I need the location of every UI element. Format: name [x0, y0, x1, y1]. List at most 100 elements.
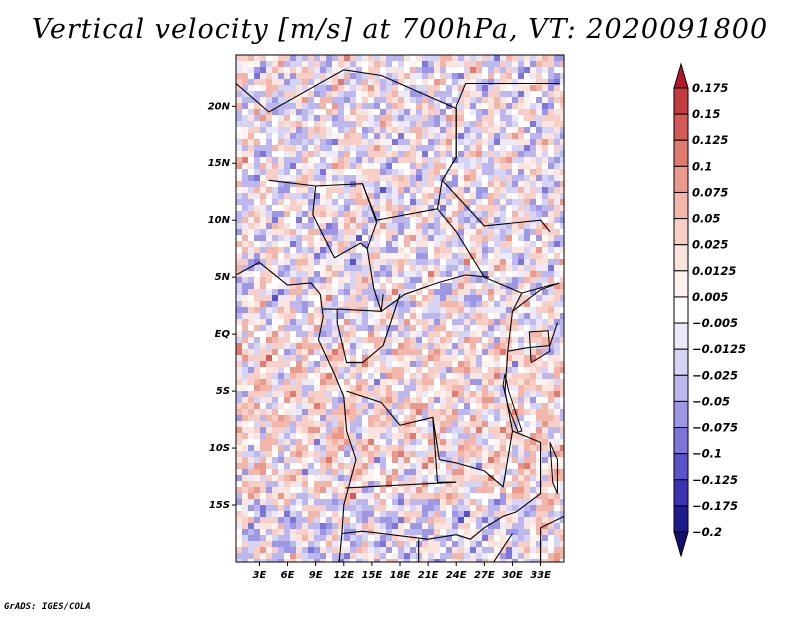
field-cell: [542, 157, 549, 164]
field-cell: [458, 541, 465, 548]
field-cell: [386, 373, 393, 380]
field-cell: [332, 361, 339, 368]
field-cell: [494, 379, 501, 386]
field-cell: [554, 313, 561, 320]
field-cell: [266, 475, 273, 482]
field-cell: [356, 421, 363, 428]
field-cell: [458, 553, 465, 560]
field-cell: [398, 289, 405, 296]
field-cell: [488, 133, 495, 140]
field-cell: [332, 199, 339, 206]
field-cell: [308, 517, 315, 524]
field-cell: [386, 241, 393, 248]
field-cell: [524, 391, 531, 398]
field-cell: [236, 439, 243, 446]
field-cell: [266, 499, 273, 506]
field-cell: [560, 427, 564, 434]
field-cell: [506, 187, 513, 194]
field-cell: [404, 163, 411, 170]
field-cell: [236, 229, 243, 236]
field-cell: [428, 481, 435, 488]
field-cell: [518, 433, 525, 440]
field-cell: [296, 85, 303, 92]
field-cell: [440, 187, 447, 194]
field-cell: [530, 517, 537, 524]
field-cell: [320, 421, 327, 428]
field-cell: [290, 523, 297, 530]
field-cell: [404, 493, 411, 500]
field-cell: [272, 109, 279, 116]
field-cell: [236, 385, 243, 392]
field-cell: [440, 205, 447, 212]
field-cell: [350, 301, 357, 308]
field-cell: [350, 85, 357, 92]
field-cell: [518, 205, 525, 212]
field-cell: [326, 127, 333, 134]
field-cell: [512, 403, 519, 410]
field-cell: [524, 259, 531, 266]
field-cell: [458, 421, 465, 428]
field-cell: [338, 187, 345, 194]
field-cell: [482, 193, 489, 200]
field-cell: [344, 361, 351, 368]
field-cell: [260, 259, 267, 266]
field-cell: [314, 307, 321, 314]
field-cell: [374, 379, 381, 386]
field-cell: [440, 493, 447, 500]
field-cell: [374, 535, 381, 542]
field-cell: [548, 331, 555, 338]
field-cell: [338, 121, 345, 128]
field-cell: [542, 319, 549, 326]
field-cell: [518, 331, 525, 338]
field-cell: [554, 367, 561, 374]
field-cell: [380, 205, 387, 212]
field-cell: [536, 127, 543, 134]
field-cell: [392, 67, 399, 74]
field-cell: [242, 343, 249, 350]
field-cell: [356, 385, 363, 392]
field-cell: [392, 61, 399, 68]
field-cell: [350, 151, 357, 158]
field-cell: [482, 361, 489, 368]
field-cell: [272, 301, 279, 308]
field-cell: [308, 397, 315, 404]
field-cell: [266, 115, 273, 122]
field-cell: [398, 301, 405, 308]
field-cell: [296, 499, 303, 506]
field-cell: [308, 487, 315, 494]
field-cell: [380, 523, 387, 530]
field-cell: [362, 61, 369, 68]
field-cell: [548, 289, 555, 296]
field-cell: [272, 79, 279, 86]
field-cell: [518, 319, 525, 326]
field-cell: [434, 349, 441, 356]
field-cell: [266, 229, 273, 236]
field-cell: [506, 361, 513, 368]
field-cell: [440, 337, 447, 344]
field-cell: [368, 259, 375, 266]
lon-label: 15E: [362, 570, 383, 581]
field-cell: [524, 301, 531, 308]
field-cell: [500, 151, 507, 158]
field-cell: [248, 229, 255, 236]
field-cell: [470, 517, 477, 524]
field-cell: [452, 343, 459, 350]
field-cell: [506, 61, 513, 68]
field-cell: [344, 295, 351, 302]
field-cell: [482, 199, 489, 206]
field-cell: [344, 85, 351, 92]
field-cell: [284, 391, 291, 398]
field-cell: [488, 517, 495, 524]
field-cell: [236, 523, 243, 530]
field-cell: [524, 517, 531, 524]
field-cell: [332, 433, 339, 440]
field-cell: [500, 361, 507, 368]
field-cell: [236, 253, 243, 260]
field-cell: [536, 175, 543, 182]
field-cell: [458, 505, 465, 512]
field-cell: [554, 385, 561, 392]
field-cell: [254, 193, 261, 200]
field-cell: [434, 415, 441, 422]
field-cell: [536, 469, 543, 476]
field-cell: [386, 493, 393, 500]
